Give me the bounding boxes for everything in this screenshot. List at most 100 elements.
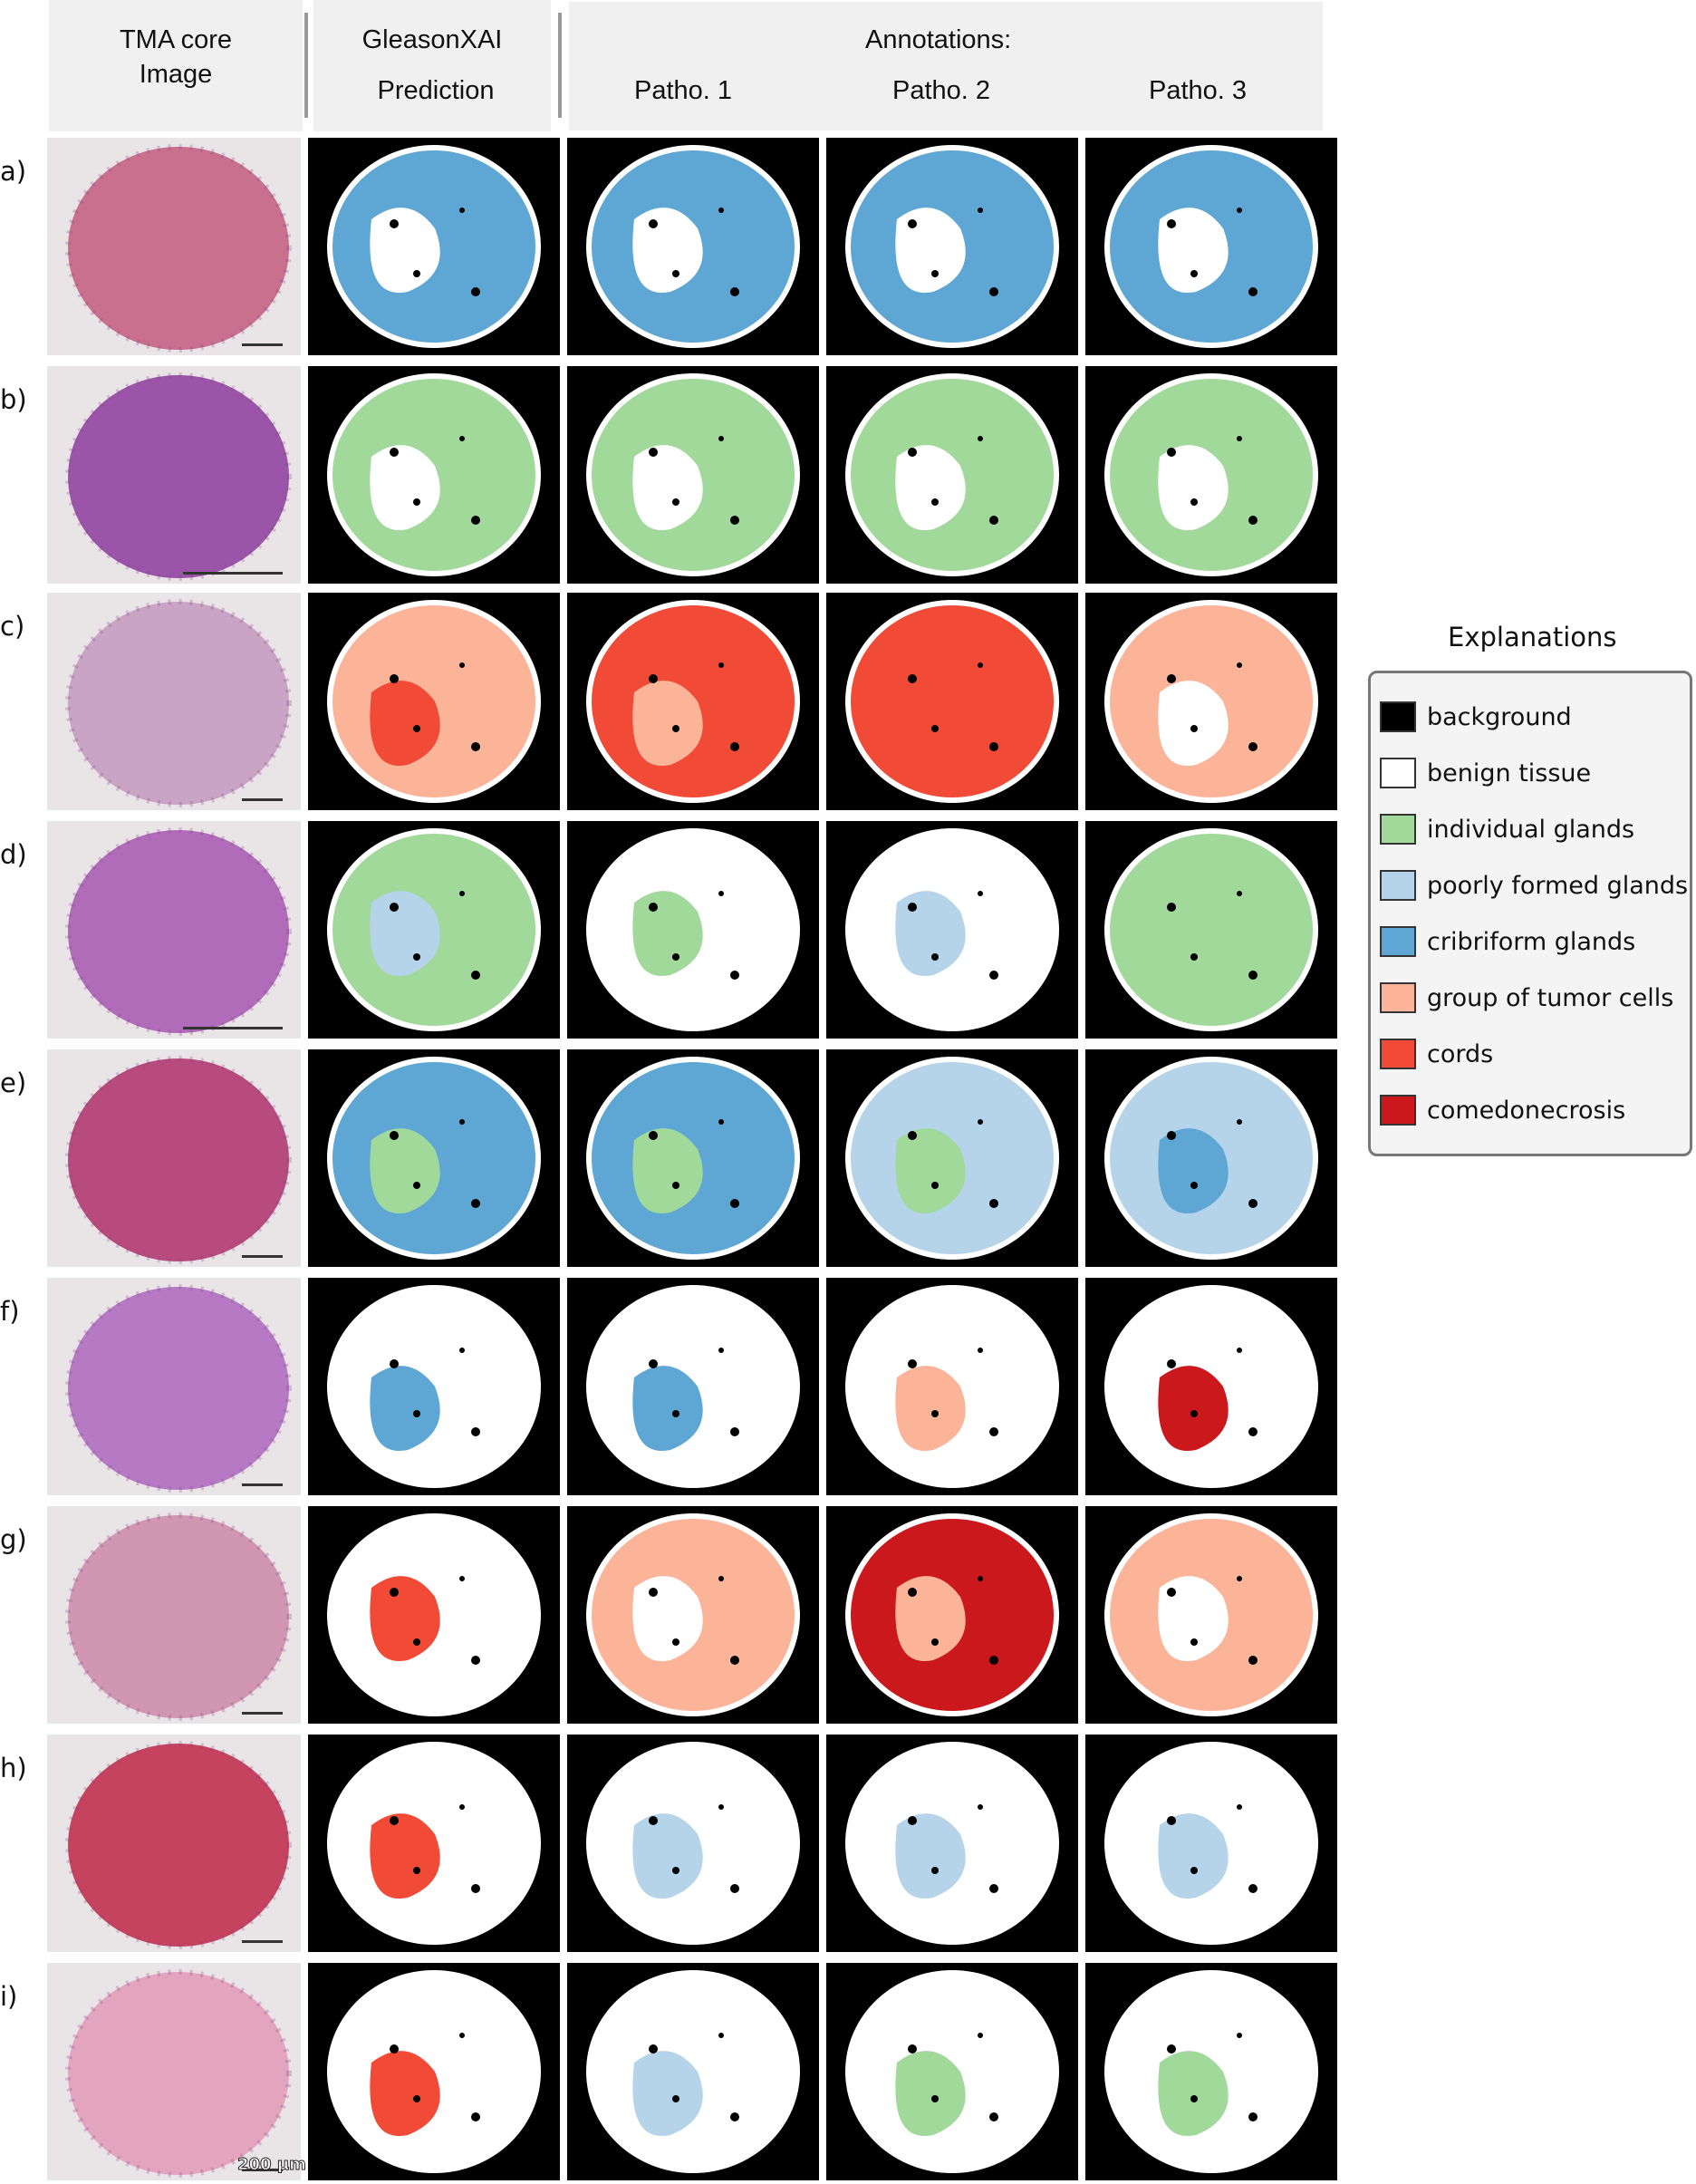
header-prediction-line2: Prediction <box>377 76 495 105</box>
row-label: a) <box>0 156 27 187</box>
mask-patho-2 <box>826 1963 1078 2180</box>
segmentation-mask <box>327 600 541 803</box>
mask-patho-3 <box>1085 1735 1337 1952</box>
scale-bar <box>242 798 283 801</box>
header-divider <box>558 13 562 118</box>
mask-patho-1 <box>567 1506 819 1724</box>
mask-patho-1 <box>567 593 819 810</box>
mask-patho-2 <box>826 593 1078 810</box>
segmentation-mask <box>327 1513 541 1716</box>
mask-patho-1 <box>567 1963 819 2180</box>
tissue-core-graphic <box>65 144 292 353</box>
legend-item-background: background <box>1380 699 1572 735</box>
row-label: d) <box>0 839 27 870</box>
scale-bar <box>242 2169 283 2171</box>
segmentation-mask <box>845 145 1059 348</box>
segmentation-mask <box>327 828 541 1031</box>
mask-prediction <box>308 1506 560 1724</box>
mask-prediction <box>308 1963 560 2180</box>
tissue-core-graphic <box>65 1056 292 1264</box>
segmentation-mask <box>586 373 800 576</box>
segmentation-mask <box>586 828 800 1031</box>
tma-core-image <box>47 1506 301 1724</box>
row-label: i) <box>0 1981 18 2012</box>
tma-core-image <box>47 593 301 810</box>
segmentation-mask <box>327 1057 541 1260</box>
header-image-col <box>49 0 303 131</box>
mask-patho-3 <box>1085 138 1337 355</box>
segmentation-mask <box>586 1285 800 1488</box>
tissue-core-graphic <box>65 599 292 807</box>
mask-prediction <box>308 821 560 1039</box>
segmentation-mask <box>327 1970 541 2173</box>
tissue-core-graphic <box>65 1741 292 1949</box>
legend: background benign tissue individual glan… <box>1368 671 1692 1156</box>
mask-patho-3 <box>1085 1049 1337 1267</box>
swatch-individual-glands <box>1380 814 1416 845</box>
scale-bar <box>183 572 283 575</box>
segmentation-mask <box>1104 1742 1318 1945</box>
mask-patho-2 <box>826 1735 1078 1952</box>
header-annotations-col <box>569 2 1323 130</box>
legend-item-cords: cords <box>1380 1036 1493 1072</box>
segmentation-mask <box>845 1513 1059 1716</box>
scale-bar <box>242 1940 283 1943</box>
segmentation-mask <box>845 1742 1059 1945</box>
tissue-core-graphic <box>65 1284 292 1493</box>
header-patho-1: Patho. 1 <box>634 76 733 105</box>
legend-item-benign: benign tissue <box>1380 755 1591 791</box>
legend-item-comedonecrosis: comedonecrosis <box>1380 1092 1625 1128</box>
segmentation-mask <box>1104 1057 1318 1260</box>
swatch-cords <box>1380 1039 1416 1069</box>
row-label: c) <box>0 611 25 642</box>
mask-patho-2 <box>826 1278 1078 1495</box>
tma-core-image <box>47 366 301 584</box>
header-image-line2: Image <box>139 60 213 89</box>
segmentation-mask <box>327 1742 541 1945</box>
mask-patho-3 <box>1085 1278 1337 1495</box>
mask-patho-1 <box>567 138 819 355</box>
segmentation-mask <box>1104 1970 1318 2173</box>
swatch-poorly-formed <box>1380 870 1416 901</box>
tma-core-image <box>47 821 301 1039</box>
scale-bar <box>183 1027 283 1029</box>
header-prediction-col <box>313 0 551 131</box>
segmentation-mask <box>1104 1285 1318 1488</box>
row-label: g) <box>0 1524 27 1555</box>
mask-patho-2 <box>826 138 1078 355</box>
header-patho-2: Patho. 2 <box>892 76 991 105</box>
tma-core-image <box>47 138 301 355</box>
scale-bar <box>242 1255 283 1258</box>
segmentation-mask <box>586 1513 800 1716</box>
swatch-cribriform <box>1380 926 1416 957</box>
segmentation-mask <box>1104 828 1318 1031</box>
header-divider <box>304 13 308 118</box>
tma-core-image <box>47 1049 301 1267</box>
segmentation-mask <box>586 1742 800 1945</box>
segmentation-mask <box>1104 145 1318 348</box>
tissue-core-graphic <box>65 1969 292 2178</box>
header-annotations-title: Annotations: <box>865 25 1012 54</box>
legend-item-tumor-cells: group of tumor cells <box>1380 980 1673 1016</box>
mask-patho-2 <box>826 1506 1078 1724</box>
segmentation-mask <box>1104 373 1318 576</box>
segmentation-mask <box>845 1285 1059 1488</box>
segmentation-mask <box>845 828 1059 1031</box>
legend-item-individual-glands: individual glands <box>1380 811 1634 847</box>
segmentation-mask <box>845 600 1059 803</box>
segmentation-mask <box>586 1970 800 2173</box>
mask-patho-2 <box>826 821 1078 1039</box>
mask-patho-3 <box>1085 1963 1337 2180</box>
tissue-core-graphic <box>65 827 292 1036</box>
mask-patho-3 <box>1085 593 1337 810</box>
tissue-core-graphic <box>65 372 292 581</box>
scale-bar <box>242 1483 283 1486</box>
mask-prediction <box>308 1049 560 1267</box>
row-label: b) <box>0 384 27 415</box>
segmentation-mask <box>586 1057 800 1260</box>
mask-prediction <box>308 138 560 355</box>
header-image-line1: TMA core <box>119 25 233 54</box>
scale-bar <box>242 1712 283 1715</box>
segmentation-mask <box>586 145 800 348</box>
row-label: h) <box>0 1753 27 1783</box>
